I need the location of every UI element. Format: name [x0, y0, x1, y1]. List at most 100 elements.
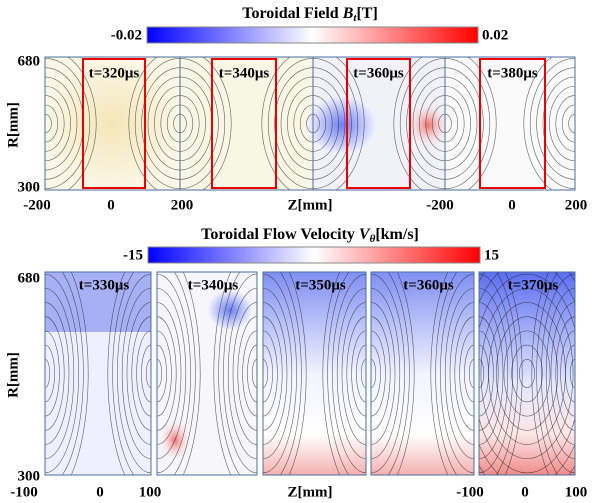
contour	[406, 67, 445, 180]
bottom-plot: t=330μs t=340μs t=350μs t=360μs t=370μs	[44, 271, 576, 476]
contour	[173, 113, 180, 134]
contour	[313, 85, 339, 162]
contour	[280, 76, 313, 171]
frame-border	[262, 271, 367, 476]
x-tick: 200	[565, 197, 588, 213]
top-plot: t=320μs t=340μs t=360μs t=380μs	[44, 56, 576, 191]
contour	[70, 272, 89, 475]
contour	[263, 273, 297, 474]
colorbar-min: -15	[123, 247, 143, 263]
frame-label: t=380μs	[487, 65, 538, 81]
contour	[45, 95, 65, 152]
contour	[371, 273, 405, 474]
window	[82, 58, 146, 189]
contour	[213, 272, 232, 475]
frame-label: t=340μs	[219, 65, 270, 81]
contour	[467, 57, 497, 190]
contour	[561, 104, 575, 143]
contour	[495, 272, 518, 475]
contour	[495, 316, 559, 431]
contour	[157, 358, 163, 389]
contour	[157, 344, 167, 403]
x-tick: 0	[107, 197, 115, 213]
x-tick: 100	[565, 484, 588, 500]
contour	[182, 272, 201, 475]
contour	[180, 85, 206, 162]
contour	[45, 85, 71, 162]
contour	[399, 58, 445, 189]
contour	[387, 272, 410, 475]
frame-label: t=370μs	[508, 277, 559, 293]
contour	[371, 344, 381, 403]
contour	[232, 302, 257, 445]
contour	[529, 58, 575, 189]
window	[346, 58, 411, 189]
contour	[445, 85, 471, 162]
contour	[371, 316, 391, 431]
contour	[430, 272, 449, 475]
colorbar	[146, 26, 479, 44]
contour	[444, 287, 474, 460]
contour	[117, 273, 151, 474]
y-tick: 300	[18, 468, 41, 484]
contour	[274, 67, 313, 180]
colorbar-max: 15	[484, 247, 499, 263]
contour	[261, 57, 291, 190]
contour	[279, 272, 302, 475]
contour	[202, 57, 232, 190]
contour	[45, 273, 79, 474]
y-tick: 680	[18, 53, 41, 69]
x-tick: -200	[426, 197, 454, 213]
contour	[503, 330, 551, 417]
frame: t=370μs	[478, 271, 576, 476]
frame: t=330μs	[44, 271, 152, 476]
contour	[435, 272, 458, 475]
contour	[141, 67, 180, 180]
title: Toroidal Flow Velocity Vθ[km/s]	[201, 226, 419, 245]
x-tick: 0	[521, 484, 529, 500]
y-tick: 300	[18, 179, 41, 195]
contour	[393, 57, 423, 190]
contour	[45, 302, 70, 445]
frame-border	[370, 271, 475, 476]
contour	[445, 95, 465, 152]
x-tick: 100	[139, 484, 162, 500]
contour	[438, 113, 445, 134]
x-tick: 200	[171, 197, 194, 213]
contour	[327, 272, 350, 475]
frame-label: t=330μs	[79, 277, 130, 293]
contour	[541, 273, 575, 474]
window	[211, 58, 277, 189]
contour	[45, 58, 91, 189]
frame-border	[156, 271, 258, 476]
contour	[136, 330, 151, 417]
contour	[449, 302, 474, 445]
contour	[112, 272, 135, 475]
x-tick: -100	[10, 484, 38, 500]
contour	[523, 57, 553, 190]
frame-border	[44, 271, 152, 476]
x-tick: -200	[23, 197, 51, 213]
x-tick: 0	[96, 484, 104, 500]
contour	[180, 58, 226, 189]
contour	[263, 302, 288, 445]
contour	[45, 113, 52, 134]
contour	[45, 316, 65, 431]
contour	[237, 316, 257, 431]
frame: t=340μs	[156, 271, 258, 476]
colorbar-min: -0.02	[111, 27, 142, 43]
frame: t=360μs	[370, 271, 475, 476]
contour	[313, 76, 346, 171]
contour	[542, 76, 575, 171]
contour	[549, 85, 575, 162]
x-tick: -100	[456, 484, 484, 500]
contour	[180, 104, 194, 143]
contour	[242, 330, 257, 417]
contour	[459, 330, 474, 417]
contour	[218, 272, 241, 475]
contour	[351, 330, 366, 417]
contour	[61, 272, 84, 475]
contour	[45, 76, 78, 171]
contour	[396, 272, 415, 475]
